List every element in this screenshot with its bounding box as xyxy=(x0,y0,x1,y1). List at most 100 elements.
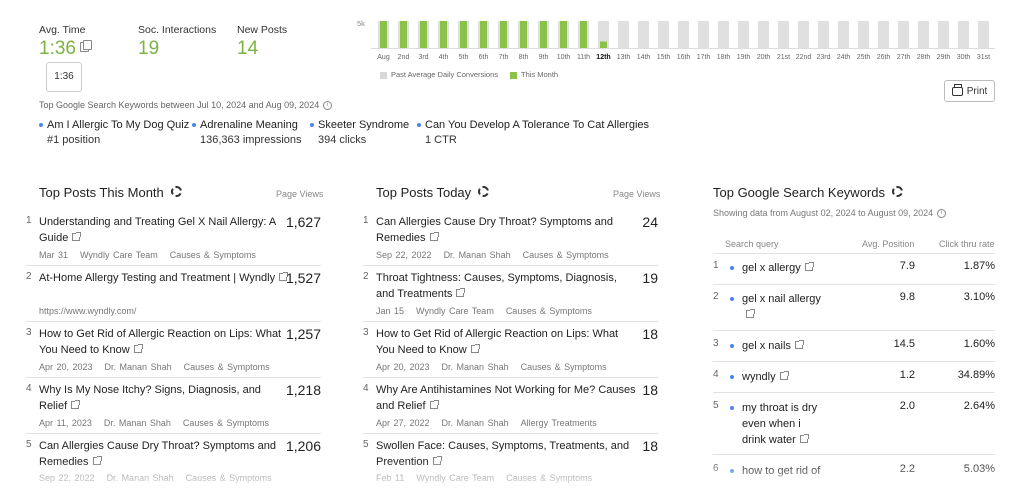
bar-this-month[interactable] xyxy=(380,21,387,48)
post-rank: 2 xyxy=(363,271,369,282)
gear-icon[interactable] xyxy=(170,186,182,198)
bar-past-average[interactable] xyxy=(618,21,629,48)
bar-past-average[interactable] xyxy=(778,21,789,48)
external-link-icon[interactable] xyxy=(71,400,81,410)
bar-this-month[interactable] xyxy=(400,21,407,48)
post-row[interactable]: 3 How to Get Rid of Allergic Reaction on… xyxy=(26,326,321,378)
post-row[interactable]: 4 Why Are Antihistamines Not Working for… xyxy=(363,382,658,434)
external-link-icon[interactable] xyxy=(804,262,814,272)
post-title[interactable]: At-Home Allergy Testing and Treatment | … xyxy=(39,270,289,286)
bar-this-month[interactable] xyxy=(560,21,567,48)
bar-past-average[interactable] xyxy=(638,21,649,48)
keyword-rank: 6 xyxy=(713,463,719,474)
keyword-row[interactable]: 5 my throat is dry even when i drink wate… xyxy=(713,400,995,455)
external-link-icon[interactable] xyxy=(432,456,442,466)
bar-past-average[interactable] xyxy=(598,21,609,48)
keyword-row[interactable]: 6 how to get rid of 2.2 5.03% xyxy=(713,463,995,493)
post-row[interactable]: 2 At-Home Allergy Testing and Treatment … xyxy=(26,270,321,322)
keyword-query-text: gel x allergy xyxy=(742,262,801,274)
bar-past-average[interactable] xyxy=(858,21,869,48)
post-views: 18 xyxy=(642,326,658,342)
keyword-row[interactable]: 4 wyndly 1.2 34.89% xyxy=(713,369,995,393)
external-link-icon[interactable] xyxy=(133,344,143,354)
keyword-row[interactable]: 3 gel x nails 14.5 1.60% xyxy=(713,338,995,362)
bar-past-average[interactable] xyxy=(898,21,909,48)
keyword-item[interactable]: Skeeter Syndrome 394 clicks xyxy=(310,119,409,146)
post-author: Dr. Manan Shah xyxy=(443,250,511,260)
external-link-icon[interactable] xyxy=(429,400,439,410)
post-url[interactable]: https://www.wyndly.com/ xyxy=(39,306,137,316)
keyword-row[interactable]: 1 gel x allergy 7.9 1.87% xyxy=(713,260,995,285)
bar-this-month[interactable] xyxy=(600,41,607,48)
post-title[interactable]: Swollen Face: Causes, Symptoms, Treatmen… xyxy=(376,438,631,470)
copy-icon[interactable] xyxy=(79,39,92,52)
external-link-icon[interactable] xyxy=(429,232,439,242)
keyword-item[interactable]: Can You Develop A Tolerance To Cat Aller… xyxy=(417,119,649,146)
post-row[interactable]: 4 Why Is My Nose Itchy? Signs, Diagnosis… xyxy=(26,382,321,434)
post-title[interactable]: Throat Tightness: Causes, Symptoms, Diag… xyxy=(376,270,626,302)
bar-past-average[interactable] xyxy=(958,21,969,48)
external-link-icon[interactable] xyxy=(92,456,102,466)
bar-past-average[interactable] xyxy=(918,21,929,48)
bar-this-month[interactable] xyxy=(440,21,447,48)
bar-past-average[interactable] xyxy=(798,21,809,48)
keyword-query[interactable]: gel x nails xyxy=(730,338,825,354)
keyword-item[interactable]: Adrenaline Meaning 136,363 impressions xyxy=(192,119,302,146)
keyword-query[interactable]: my throat is dry even when i drink water xyxy=(730,400,825,448)
info-icon[interactable]: i xyxy=(937,209,947,219)
bar-past-average[interactable] xyxy=(818,21,829,48)
bar-this-month[interactable] xyxy=(520,21,527,48)
post-row[interactable]: 3 How to Get Rid of Allergic Reaction on… xyxy=(363,326,658,378)
external-link-icon[interactable] xyxy=(799,434,809,444)
post-row[interactable]: 1 Can Allergies Cause Dry Throat? Sympto… xyxy=(363,214,658,266)
keyword-item[interactable]: Am I Allergic To My Dog Quiz #1 position xyxy=(39,119,189,146)
bar-past-average[interactable] xyxy=(678,21,689,48)
bar-this-month[interactable] xyxy=(580,21,587,48)
x-tick-label: Aug xyxy=(377,54,390,61)
bar-past-average[interactable] xyxy=(978,21,989,48)
keyword-query[interactable]: gel x nail allergy xyxy=(730,291,825,323)
bar-past-average[interactable] xyxy=(698,21,709,48)
bar-past-average[interactable] xyxy=(838,21,849,48)
post-title[interactable]: Can Allergies Cause Dry Throat? Symptoms… xyxy=(376,214,621,246)
keyword-query[interactable]: gel x allergy xyxy=(730,260,825,276)
print-button[interactable]: Print xyxy=(944,80,995,102)
keyword-position: 14.5 xyxy=(893,338,915,350)
external-link-icon[interactable] xyxy=(456,288,466,298)
post-row[interactable]: 1 Understanding and Treating Gel X Nail … xyxy=(26,214,321,266)
post-title[interactable]: Understanding and Treating Gel X Nail Al… xyxy=(39,214,289,246)
post-category: Causes & Symptoms xyxy=(185,473,272,483)
bar-past-average[interactable] xyxy=(718,21,729,48)
post-title[interactable]: How to Get Rid of Allergic Reaction on L… xyxy=(39,326,289,358)
bar-past-average[interactable] xyxy=(738,21,749,48)
keyword-row[interactable]: 2 gel x nail allergy 9.8 3.10% xyxy=(713,291,995,331)
post-title[interactable]: Can Allergies Cause Dry Throat? Symptoms… xyxy=(39,438,289,470)
post-author: Dr. Manan Shah xyxy=(103,418,171,428)
bar-this-month[interactable] xyxy=(540,21,547,48)
gear-icon[interactable] xyxy=(891,186,903,198)
keyword-query[interactable]: how to get rid of xyxy=(730,463,825,479)
external-link-icon[interactable] xyxy=(470,344,480,354)
keyword-query[interactable]: wyndly xyxy=(730,369,825,385)
info-icon[interactable]: i xyxy=(323,101,333,111)
bar-past-average[interactable] xyxy=(758,21,769,48)
external-link-icon[interactable] xyxy=(794,340,804,350)
external-link-icon[interactable] xyxy=(746,309,755,319)
post-title[interactable]: Why Are Antihistamines Not Working for M… xyxy=(376,382,636,414)
bar-past-average[interactable] xyxy=(938,21,949,48)
post-row[interactable]: 2 Throat Tightness: Causes, Symptoms, Di… xyxy=(363,270,658,322)
post-title[interactable]: Why Is My Nose Itchy? Signs, Diagnosis, … xyxy=(39,382,274,414)
external-link-icon[interactable] xyxy=(779,371,789,381)
post-row[interactable]: 5 Swollen Face: Causes, Symptoms, Treatm… xyxy=(363,438,658,490)
bar-past-average[interactable] xyxy=(658,21,669,48)
gear-icon[interactable] xyxy=(478,186,490,198)
external-link-icon[interactable] xyxy=(72,232,82,242)
bar-past-average[interactable] xyxy=(878,21,889,48)
bar-this-month[interactable] xyxy=(500,21,507,48)
external-link-icon[interactable] xyxy=(279,272,289,282)
bar-this-month[interactable] xyxy=(460,21,467,48)
bar-this-month[interactable] xyxy=(480,21,487,48)
bar-this-month[interactable] xyxy=(420,21,427,48)
post-title[interactable]: How to Get Rid of Allergic Reaction on L… xyxy=(376,326,626,358)
post-row[interactable]: 5 Can Allergies Cause Dry Throat? Sympto… xyxy=(26,438,321,490)
